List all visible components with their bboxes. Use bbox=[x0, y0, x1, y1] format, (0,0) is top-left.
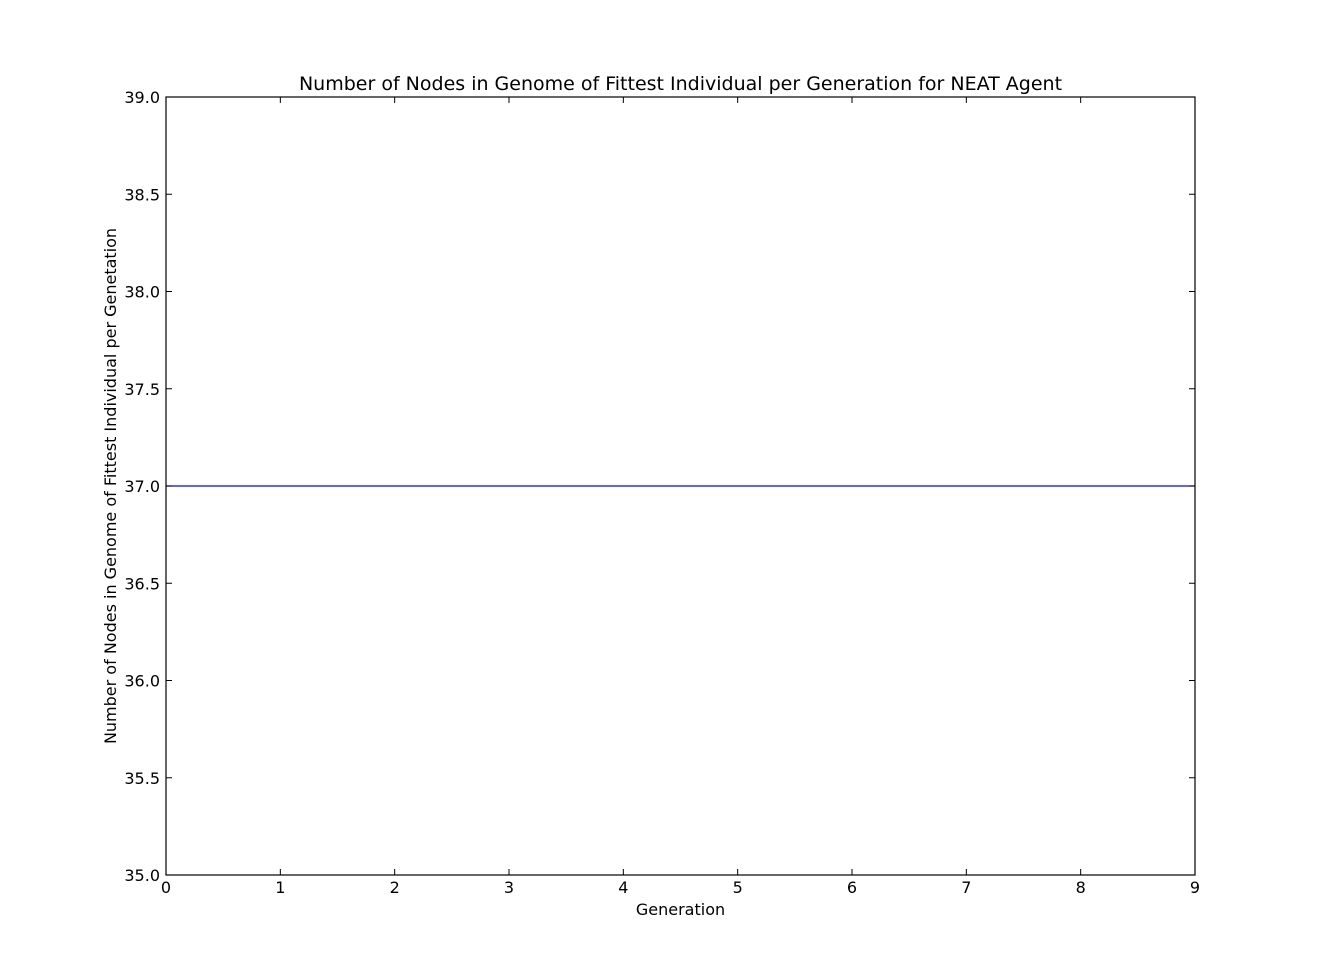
y-tick-label: 39.0 bbox=[124, 88, 160, 107]
y-tick-label: 38.0 bbox=[124, 283, 160, 302]
x-tick-label: 6 bbox=[847, 878, 857, 897]
axes-frame bbox=[165, 96, 1196, 876]
x-tick-label: 3 bbox=[504, 878, 514, 897]
y-tick-label: 37.0 bbox=[124, 477, 160, 496]
y-axis-title: Number of Nodes in Genome of Fittest Ind… bbox=[101, 228, 120, 744]
y-tick-label: 36.5 bbox=[124, 574, 160, 593]
x-axis-title: Generation bbox=[636, 900, 725, 919]
x-tick-label: 5 bbox=[733, 878, 743, 897]
tick-labels: 0 1 2 3 4 5 6 7 8 9 35.0 35.5 36.0 36.5 37.0 37.5 38.0 38… bbox=[124, 88, 1200, 897]
x-tick-label: 4 bbox=[618, 878, 628, 897]
y-tick-label: 37.5 bbox=[124, 380, 160, 399]
x-tick-label: 0 bbox=[161, 878, 171, 897]
chart-title: Number of Nodes in Genome of Fittest Ind… bbox=[299, 73, 1062, 95]
x-tick-label: 7 bbox=[961, 878, 971, 897]
x-tick-label: 8 bbox=[1076, 878, 1086, 897]
x-tick-label: 1 bbox=[275, 878, 285, 897]
y-tick-label: 35.0 bbox=[124, 866, 160, 885]
x-tick-label: 9 bbox=[1190, 878, 1200, 897]
y-tick-label: 38.5 bbox=[124, 185, 160, 204]
y-tick-label: 35.5 bbox=[124, 769, 160, 788]
y-tick-label: 36.0 bbox=[124, 672, 160, 691]
x-tick-label: 2 bbox=[390, 878, 400, 897]
